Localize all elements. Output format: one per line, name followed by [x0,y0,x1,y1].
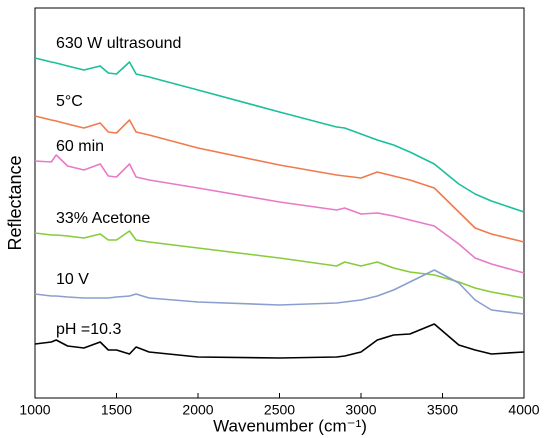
series-label: 60 min [56,138,104,155]
spectrum-line [34,57,525,213]
spectrum-line [34,115,525,243]
x-tick-label: 2500 [264,402,295,418]
series-label: 33% Acetone [56,210,150,227]
series-label: 10 V [56,271,89,288]
x-tick-label: 3000 [345,402,376,418]
x-tick-label: 3500 [427,402,458,418]
spectrum-line [34,230,525,299]
x-tick-label: 4000 [508,402,539,418]
spectrum-line [34,269,525,315]
x-tick-label: 1500 [101,402,132,418]
y-axis-label: Reflectance [5,155,25,250]
x-tick-label: 1000 [19,402,50,418]
x-tick-label: 2000 [182,402,213,418]
series-label: pH =10.3 [56,321,121,338]
x-axis-label: Wavenumber (cm⁻¹) [213,416,367,435]
spectrum-line [34,323,525,359]
spectrum-line [34,154,525,274]
series-label: 630 W ultrasound [56,35,181,52]
series-label: 5°C [56,93,83,110]
